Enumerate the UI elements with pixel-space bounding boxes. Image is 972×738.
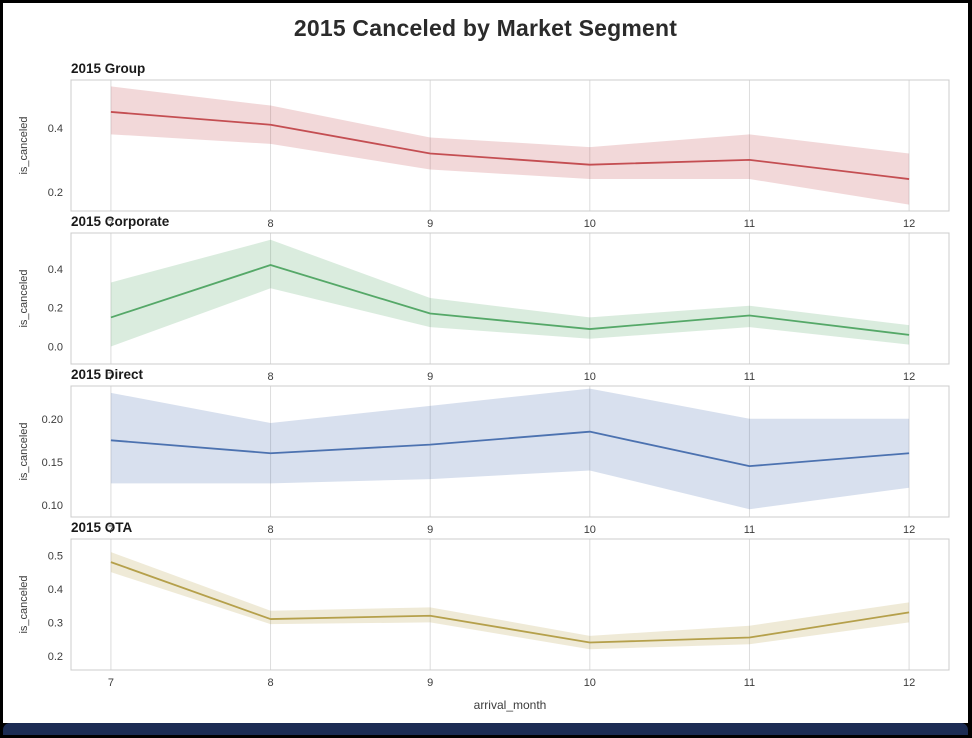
plot-area	[71, 233, 949, 364]
y-tick-label: 0.0	[48, 342, 63, 354]
subplots-container: 2015 Group 0.2 0.4 is_canceled 7 8 9 10 11 12 2015…	[3, 58, 968, 715]
x-tick-label: 7	[108, 218, 114, 230]
y-tick-label: 0.4	[48, 123, 63, 135]
y-tick-label: 0.10	[42, 500, 63, 512]
subplot-title: 2015 Corporate	[71, 214, 170, 229]
figure-window: 2015 Canceled by Market Segment 2015 Gro…	[3, 3, 968, 723]
x-tick-label: 8	[267, 524, 273, 536]
subplot-title: 2015 Group	[71, 61, 145, 76]
x-tick-label: 11	[744, 371, 755, 383]
x-tick-label: 12	[903, 524, 915, 536]
confidence-band	[110, 86, 910, 205]
confidence-band	[110, 388, 910, 510]
y-tick-label: 0.2	[48, 187, 63, 199]
y-tick-label: 0.20	[42, 414, 63, 426]
x-tick-label: 10	[584, 371, 596, 383]
y-tick-label: 0.3	[48, 617, 63, 629]
series-line	[110, 561, 910, 644]
plot-border	[70, 232, 950, 365]
y-axis-label: is_canceled	[18, 116, 30, 174]
y-tick-label: 0.4	[48, 264, 63, 276]
x-tick-label: 11	[744, 218, 755, 230]
x-tick-label: 7	[108, 371, 114, 383]
y-tick-label: 0.2	[48, 303, 63, 315]
x-tick-label: 9	[427, 218, 433, 230]
y-tick-label: 0.15	[42, 457, 63, 469]
figure-title: 2015 Canceled by Market Segment	[293, 15, 678, 41]
x-tick-label: 11	[744, 524, 755, 536]
x-tick-label: 9	[427, 524, 433, 536]
subplot-2015-direct: 2015 Direct 0.10 0.15 0.20 is_canceled 7 8 9 10 1…	[18, 367, 950, 536]
series-line	[110, 430, 910, 468]
x-axis-label: arrival_month	[474, 698, 547, 712]
x-tick-label: 10	[584, 218, 596, 230]
subplot-title: 2015 Direct	[71, 367, 144, 382]
subplot-title: 2015 OTA	[71, 520, 133, 535]
y-axis-label: is_canceled	[18, 269, 30, 327]
bottom-taskbar-strip	[3, 723, 968, 735]
x-tick-label: 12	[903, 677, 915, 689]
plot-area	[71, 80, 949, 211]
x-tick-label: 12	[903, 371, 915, 383]
confidence-band	[110, 239, 910, 347]
y-tick-label: 0.5	[48, 550, 63, 562]
x-tick-label: 7	[108, 677, 114, 689]
x-tick-label: 7	[108, 524, 114, 536]
series-line	[110, 264, 910, 336]
plot-border	[70, 385, 950, 518]
series-line	[110, 111, 910, 180]
x-tick-label: 8	[267, 371, 273, 383]
subplot-2015-corporate: 2015 Corporate 0.0 0.2 0.4 is_canceled 7 8 9 10 1…	[18, 214, 950, 383]
x-tick-label: 8	[267, 218, 273, 230]
plot-area	[71, 539, 949, 670]
x-tick-label: 8	[267, 677, 273, 689]
plot-area	[71, 386, 949, 517]
x-tick-label: 10	[584, 524, 596, 536]
x-tick-label: 9	[427, 677, 433, 689]
x-tick-label: 12	[903, 218, 915, 230]
y-axis-label: is_canceled	[18, 575, 30, 633]
x-tick-label: 11	[744, 677, 755, 689]
plot-border	[70, 79, 950, 212]
subplot-2015-group: 2015 Group 0.2 0.4 is_canceled 7 8 9 10 11 12	[18, 61, 950, 230]
subplot-2015-ota: 2015 OTA 0.2 0.3 0.4 0.5 is_canceled 7 8 9 10 11 12…	[18, 520, 950, 712]
y-tick-label: 0.2	[48, 651, 63, 663]
x-tick-label: 9	[427, 371, 433, 383]
y-axis-label: is_canceled	[18, 422, 30, 480]
y-tick-label: 0.4	[48, 584, 63, 596]
x-tick-label: 10	[584, 677, 596, 689]
plot-border	[70, 538, 950, 671]
